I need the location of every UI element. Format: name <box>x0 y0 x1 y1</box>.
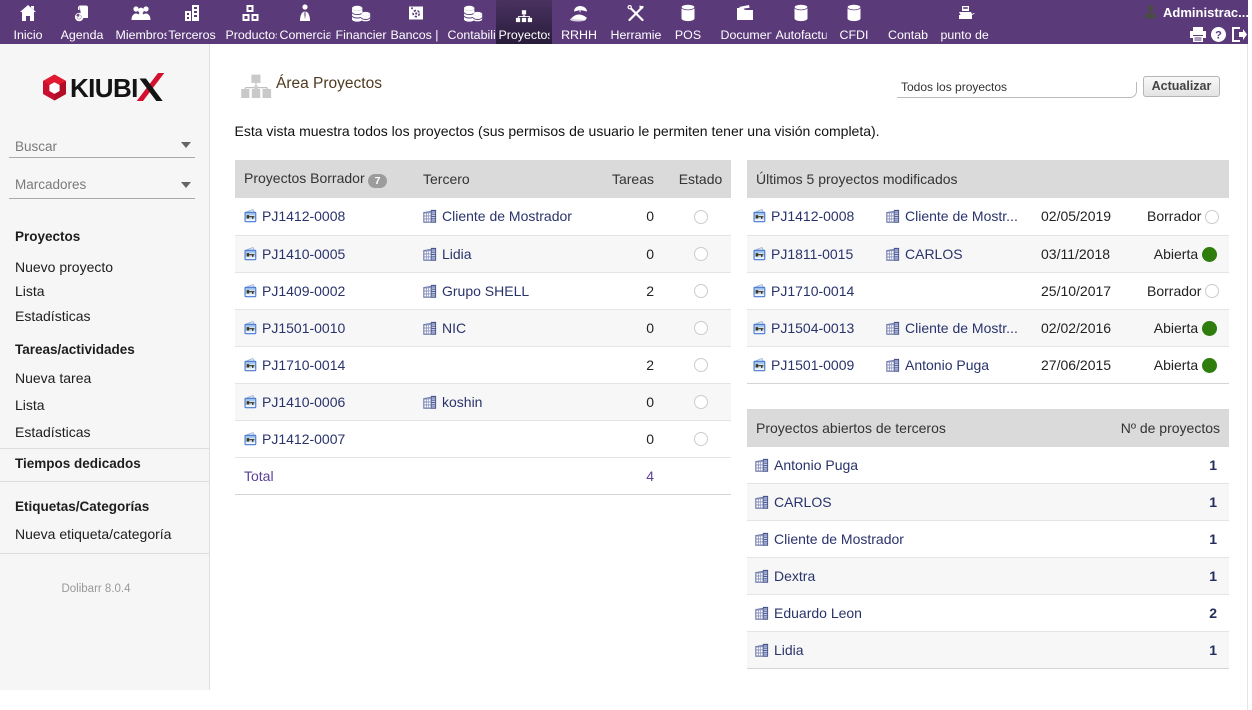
svg-text:?: ? <box>1215 30 1222 42</box>
svg-text:KIUBI: KIUBI <box>70 73 138 101</box>
